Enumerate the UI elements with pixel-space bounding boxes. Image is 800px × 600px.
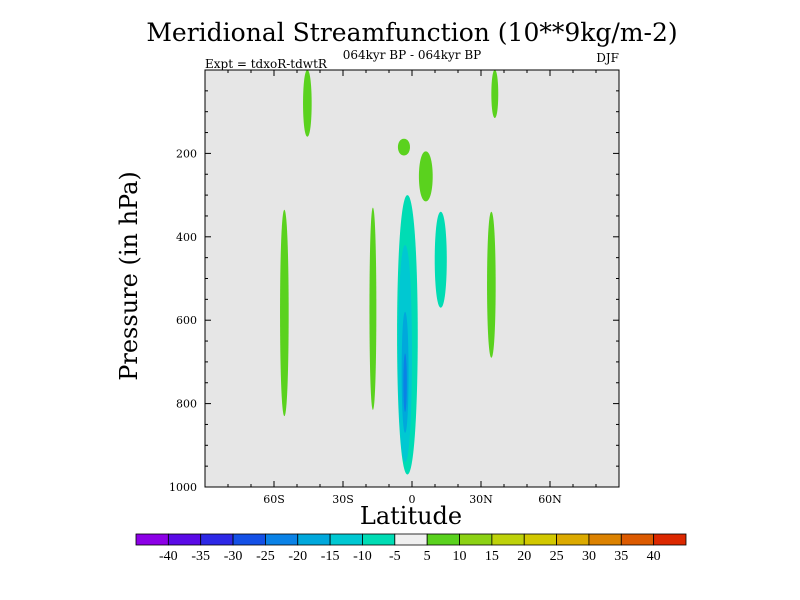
colorbar-label: -35 bbox=[191, 549, 210, 564]
colorbar-swatch bbox=[523, 533, 557, 546]
contour-cell-17s-mid bbox=[369, 207, 377, 410]
colorbar-swatch bbox=[588, 533, 622, 546]
colorbar-label: -15 bbox=[321, 549, 340, 564]
colorbar-swatch bbox=[200, 533, 234, 546]
season-label: DJF bbox=[596, 51, 619, 65]
contour-cell-eq-core bbox=[403, 353, 407, 412]
colorbar-label: 5 bbox=[424, 549, 431, 564]
colorbar-label: -40 bbox=[159, 549, 178, 564]
contour-regions bbox=[280, 70, 499, 475]
colorbar-label: 40 bbox=[647, 549, 661, 564]
chart-subtitle: 064kyr BP - 064kyr BP bbox=[343, 48, 481, 62]
experiment-label: Expt = tdxoR-tdwtR bbox=[205, 57, 328, 71]
contour-cell-35n-mid bbox=[487, 211, 496, 358]
contour-cell-8n-250 bbox=[418, 151, 433, 202]
colorbar-label: -10 bbox=[353, 549, 372, 564]
y-axis-ticks: 200 400 600 800 1000 bbox=[169, 90, 619, 494]
y-axis-label: Pressure (in hPa) bbox=[115, 171, 143, 381]
colorbar-swatch bbox=[491, 533, 525, 546]
colorbar-swatch bbox=[362, 533, 396, 546]
x-tick-label: 60N bbox=[538, 493, 562, 506]
colorbar-label: 10 bbox=[453, 549, 467, 564]
contour-cell-12n-mid bbox=[434, 211, 447, 308]
colorbar-label: 25 bbox=[550, 549, 564, 564]
contour-cell-57s-mid bbox=[280, 209, 289, 417]
x-tick-label: 30N bbox=[469, 493, 493, 506]
colorbar-swatch bbox=[167, 533, 202, 546]
chart-title: Meridional Streamfunction (10**9kg/m-2) bbox=[146, 18, 677, 47]
y-tick-label: 800 bbox=[176, 398, 197, 411]
contour-cell-45s-upper bbox=[303, 70, 312, 137]
colorbar-label: 30 bbox=[582, 549, 596, 564]
colorbar-label: -20 bbox=[288, 549, 307, 564]
x-tick-label: 0 bbox=[409, 493, 416, 506]
colorbar-label: -5 bbox=[389, 549, 401, 564]
x-tick-label: 30S bbox=[332, 493, 354, 506]
colorbar-label: -30 bbox=[224, 549, 243, 564]
colorbar-swatch bbox=[265, 533, 299, 546]
colorbar-swatch bbox=[135, 533, 169, 546]
colorbar-label: -25 bbox=[256, 549, 275, 564]
contour-cell-3s-200 bbox=[397, 138, 410, 156]
y-tick-label: 600 bbox=[176, 314, 197, 327]
colorbar-swatch bbox=[653, 533, 687, 546]
y-tick-label: 1000 bbox=[169, 481, 197, 494]
colorbar-label: 15 bbox=[485, 549, 499, 564]
colorbar-swatch bbox=[620, 533, 655, 546]
colorbar-swatch bbox=[232, 533, 266, 546]
colorbar-swatch bbox=[556, 533, 590, 546]
y-tick-label: 400 bbox=[176, 231, 197, 244]
x-tick-label: 60S bbox=[263, 493, 285, 506]
colorbar-swatch bbox=[459, 533, 493, 546]
colorbar: -40 -35 -30 -25 -20 -15 -10 -5 5 10 15 20 25 30 35 40 bbox=[135, 533, 687, 564]
colorbar-swatch bbox=[329, 533, 363, 546]
colorbar-swatch bbox=[426, 533, 460, 546]
x-axis-label: Latitude bbox=[360, 502, 462, 530]
y-tick-label: 200 bbox=[176, 147, 197, 160]
colorbar-label: 20 bbox=[517, 549, 531, 564]
colorbar-label: 35 bbox=[614, 549, 628, 564]
x-axis-ticks: 60S 30S 0 30N 60N bbox=[227, 70, 597, 506]
contour-cell-35n-upper bbox=[491, 70, 499, 118]
colorbar-swatch bbox=[297, 533, 331, 546]
colorbar-swatch bbox=[394, 533, 428, 546]
